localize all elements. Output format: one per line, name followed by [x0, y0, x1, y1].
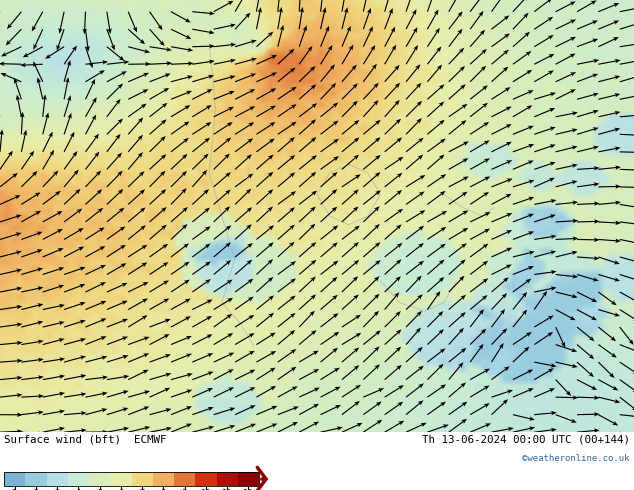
Bar	[25, 472, 46, 486]
Text: ©weatheronline.co.uk: ©weatheronline.co.uk	[522, 454, 630, 463]
Text: Surface wind (bft)  ECMWF: Surface wind (bft) ECMWF	[4, 434, 167, 444]
Text: 4: 4	[75, 489, 81, 490]
Text: 12: 12	[243, 489, 254, 490]
Bar	[46, 472, 68, 486]
Bar	[238, 472, 259, 486]
Bar	[4, 472, 259, 486]
Bar	[174, 472, 195, 486]
Bar	[68, 472, 89, 486]
Bar	[195, 472, 216, 486]
Text: Th 13-06-2024 00:00 UTC (00+144): Th 13-06-2024 00:00 UTC (00+144)	[422, 434, 630, 444]
Text: 3: 3	[55, 489, 60, 490]
Bar	[89, 472, 110, 486]
Text: 2: 2	[33, 489, 39, 490]
Bar	[4, 472, 25, 486]
Bar	[131, 472, 153, 486]
Text: 8: 8	[161, 489, 166, 490]
Text: 5: 5	[97, 489, 102, 490]
Bar	[153, 472, 174, 486]
Text: 6: 6	[119, 489, 124, 490]
Text: 7: 7	[139, 489, 145, 490]
Bar	[110, 472, 131, 486]
Text: 11: 11	[222, 489, 233, 490]
Bar	[216, 472, 238, 486]
Text: 10: 10	[200, 489, 211, 490]
Text: 1: 1	[12, 489, 17, 490]
Text: 9: 9	[182, 489, 187, 490]
